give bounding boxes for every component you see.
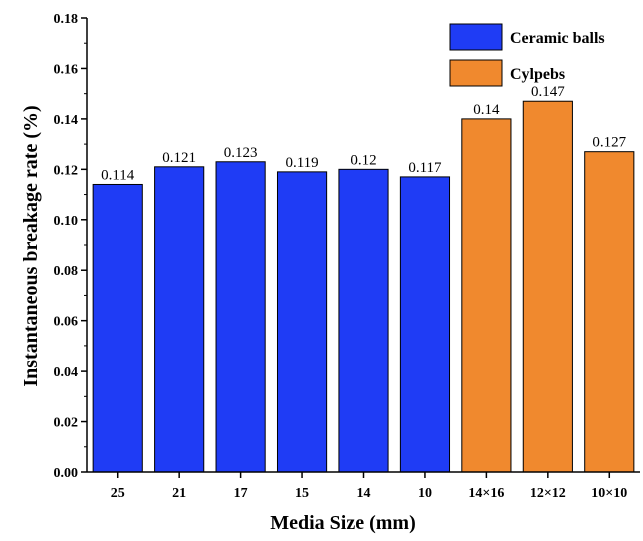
bar-value-label: 0.119 [285, 155, 318, 171]
y-tick-label: 0.08 [54, 264, 79, 279]
bar-ceramic-balls-3 [276, 171, 328, 473]
y-tick-label: 0.14 [54, 113, 79, 128]
y-tick-label: 0.04 [54, 365, 79, 380]
axes: 0.00 0.02 0.04 0.06 0.08 0.10 0.12 0.14 0.16 0.18… [54, 12, 640, 501]
x-tick-label: 14 [357, 486, 371, 501]
x-tick-label: 14×16 [468, 486, 504, 501]
bar-ceramic-balls-4 [338, 168, 389, 473]
legend-swatch-cylpebs [449, 59, 503, 87]
bar-value-label: 0.14 [473, 102, 500, 118]
x-tick-label: 17 [234, 486, 248, 501]
y-axis-title-group: Instantaneous breakage rate (%) [20, 105, 42, 386]
bar-value-label: 0.117 [408, 160, 442, 176]
y-axis-title: Instantaneous breakage rate (%) [20, 105, 42, 386]
y-tick-label: 0.16 [54, 62, 79, 77]
bar-value-label: 0.121 [162, 150, 196, 166]
bar-ceramic-balls-0 [92, 183, 143, 473]
legend-swatch-ceramic-balls [449, 23, 503, 51]
x-tick-label: 12×12 [530, 486, 566, 501]
bar-cylpebs-6 [461, 118, 512, 473]
y-tick-label: 0.18 [54, 12, 79, 27]
x-axis-title: Media Size (mm) [270, 512, 416, 534]
legend-label-cylpebs: Cylpebs [510, 66, 565, 83]
x-tick-label: 15 [295, 486, 309, 501]
bar-value-label: 0.123 [224, 145, 258, 161]
x-tick-label: 10 [418, 486, 432, 501]
x-tick-label: 10×10 [591, 486, 627, 501]
bar-cylpebs-7 [522, 100, 573, 473]
y-tick-label: 0.06 [54, 315, 79, 330]
y-tick-label: 0.00 [54, 466, 79, 481]
bar-ceramic-balls-1 [154, 166, 205, 473]
bar-value-label: 0.114 [101, 167, 135, 183]
legend: Ceramic balls Cylpebs [449, 23, 605, 87]
bar-ceramic-balls-2 [215, 161, 266, 473]
bar-value-label: 0.12 [350, 152, 376, 168]
bar-ceramic-balls-5 [399, 176, 451, 473]
x-tick-label: 21 [172, 486, 186, 501]
y-tick-label: 0.02 [54, 416, 79, 431]
y-tick-label: 0.10 [54, 214, 79, 229]
legend-label-ceramic-balls: Ceramic balls [510, 30, 605, 47]
bar-value-label: 0.147 [531, 84, 565, 100]
x-tick-label: 25 [111, 486, 125, 501]
bar-cylpebs-8 [584, 151, 635, 473]
plot-area: 0.114 0.121 0.123 0.119 0.12 0.117 0.14 0.147 0.… [92, 84, 635, 473]
y-tick-label: 0.12 [54, 163, 79, 178]
bar-value-label: 0.127 [592, 135, 626, 151]
